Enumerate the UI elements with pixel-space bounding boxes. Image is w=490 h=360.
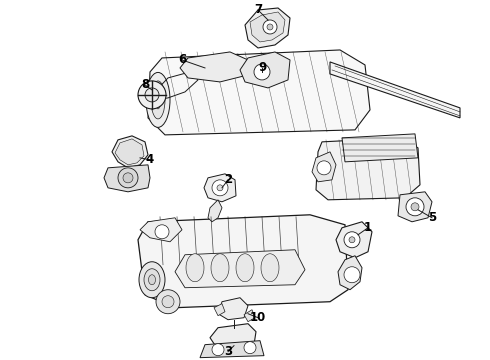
Circle shape	[317, 161, 331, 175]
Circle shape	[263, 20, 277, 34]
Ellipse shape	[151, 81, 165, 119]
Circle shape	[145, 88, 159, 102]
Circle shape	[212, 180, 228, 196]
Polygon shape	[214, 304, 225, 316]
Polygon shape	[112, 136, 148, 168]
Circle shape	[411, 203, 419, 211]
Polygon shape	[115, 139, 144, 165]
Circle shape	[123, 173, 133, 183]
Ellipse shape	[155, 91, 161, 109]
Polygon shape	[104, 165, 150, 192]
Circle shape	[155, 225, 169, 239]
Circle shape	[344, 232, 360, 248]
Polygon shape	[244, 310, 255, 322]
Text: 8: 8	[141, 78, 149, 91]
Circle shape	[217, 185, 223, 191]
Circle shape	[118, 168, 138, 188]
Text: 5: 5	[428, 211, 436, 224]
Circle shape	[156, 290, 180, 314]
Polygon shape	[245, 8, 290, 48]
Text: 9: 9	[258, 62, 266, 75]
Circle shape	[349, 237, 355, 243]
Text: 10: 10	[250, 311, 266, 324]
Text: 6: 6	[178, 53, 186, 67]
Text: 1: 1	[364, 221, 372, 234]
Circle shape	[162, 296, 174, 308]
Polygon shape	[240, 52, 290, 88]
Polygon shape	[140, 218, 182, 242]
Circle shape	[138, 81, 166, 109]
Polygon shape	[210, 324, 256, 350]
Text: 2: 2	[224, 173, 232, 186]
Polygon shape	[138, 215, 348, 308]
Circle shape	[406, 198, 424, 216]
Polygon shape	[208, 200, 222, 222]
Ellipse shape	[144, 269, 160, 291]
Polygon shape	[180, 52, 248, 82]
Ellipse shape	[211, 254, 229, 282]
Text: 4: 4	[146, 153, 154, 166]
Polygon shape	[200, 341, 264, 358]
Ellipse shape	[261, 254, 279, 282]
Circle shape	[244, 342, 256, 354]
Polygon shape	[218, 298, 248, 320]
Circle shape	[212, 344, 224, 356]
Polygon shape	[312, 152, 336, 182]
Polygon shape	[204, 174, 236, 202]
Polygon shape	[398, 192, 432, 222]
Circle shape	[254, 64, 270, 80]
Ellipse shape	[236, 254, 254, 282]
Polygon shape	[342, 134, 418, 162]
Text: 7: 7	[254, 4, 262, 17]
Circle shape	[267, 24, 273, 30]
Ellipse shape	[186, 254, 204, 282]
Polygon shape	[148, 50, 370, 135]
Ellipse shape	[148, 275, 155, 285]
Polygon shape	[316, 138, 420, 200]
Circle shape	[344, 267, 360, 283]
Ellipse shape	[139, 262, 165, 298]
Polygon shape	[336, 222, 372, 258]
Polygon shape	[338, 256, 362, 290]
Polygon shape	[175, 250, 305, 288]
Text: 3: 3	[224, 345, 232, 358]
Polygon shape	[330, 62, 460, 118]
Polygon shape	[250, 12, 285, 42]
Ellipse shape	[146, 72, 170, 127]
